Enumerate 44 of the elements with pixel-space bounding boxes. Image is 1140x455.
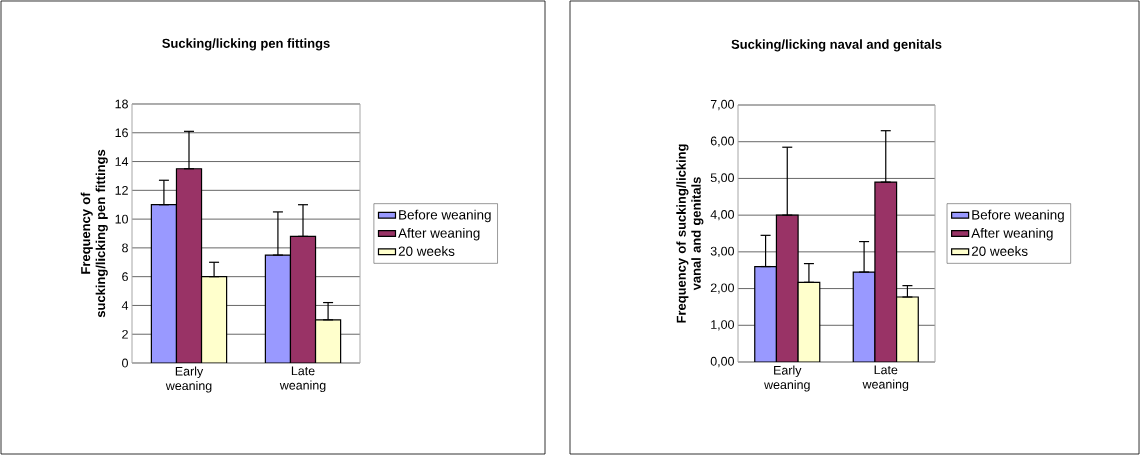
legend-label: After weaning [971, 227, 1053, 241]
y-tick-label: 10 [115, 214, 128, 224]
y-tick-label: 7,00 [710, 99, 734, 111]
bar [314, 319, 342, 363]
y-tick-label: 3,00 [710, 246, 734, 257]
y-tick-label: 12 [115, 185, 128, 195]
bar [896, 296, 919, 362]
y-tick-label: 4,00 [710, 210, 734, 221]
bar [289, 235, 317, 363]
chart-title: Sucking/licking naval and genitals [731, 39, 942, 52]
legend-label: Before weaning [972, 209, 1064, 223]
y-tick-label: 16 [115, 128, 128, 138]
bar [200, 276, 228, 363]
legend-label: 20 weeks [971, 246, 1028, 256]
chart-title: Sucking/licking pen fittings [162, 38, 330, 51]
bar [797, 281, 821, 362]
bar [874, 181, 898, 362]
x-tick-label: Late weaning [862, 365, 909, 392]
y-tick-label: 18 [115, 99, 128, 109]
y-axis-title: Frequency of sucking/licking pen fittings [80, 149, 108, 318]
x-tick-label: Early weaning [165, 366, 212, 393]
bar [775, 214, 799, 362]
x-tick-label: Early weaning [764, 365, 810, 392]
bar [175, 168, 203, 363]
y-axis-title: Frequency of sucking/licking vanal and genitals [676, 144, 704, 323]
legend-label: Before weaning [399, 209, 491, 223]
bar [852, 271, 876, 362]
y-tick-label: 14 [115, 157, 129, 166]
y-tick-label: 0,00 [710, 356, 734, 368]
y-tick-label: 4 [121, 301, 129, 310]
y-tick-label: 5,00 [710, 173, 734, 184]
y-tick-label: 2,00 [710, 283, 734, 294]
y-tick-label: 2 [122, 329, 128, 339]
y-tick-label: 6 [122, 272, 128, 282]
bar [264, 254, 292, 363]
bar [754, 265, 778, 362]
y-tick-label: 0 [122, 358, 128, 368]
y-tick-label: 1,00 [711, 320, 734, 331]
y-tick-label: 6,00 [710, 136, 734, 147]
legend-label: After weaning [398, 227, 480, 241]
y-tick-label: 8 [122, 243, 128, 253]
bar [150, 204, 178, 363]
x-tick-label: Late weaning [279, 366, 326, 393]
legend-label: 20 weeks [398, 246, 455, 256]
